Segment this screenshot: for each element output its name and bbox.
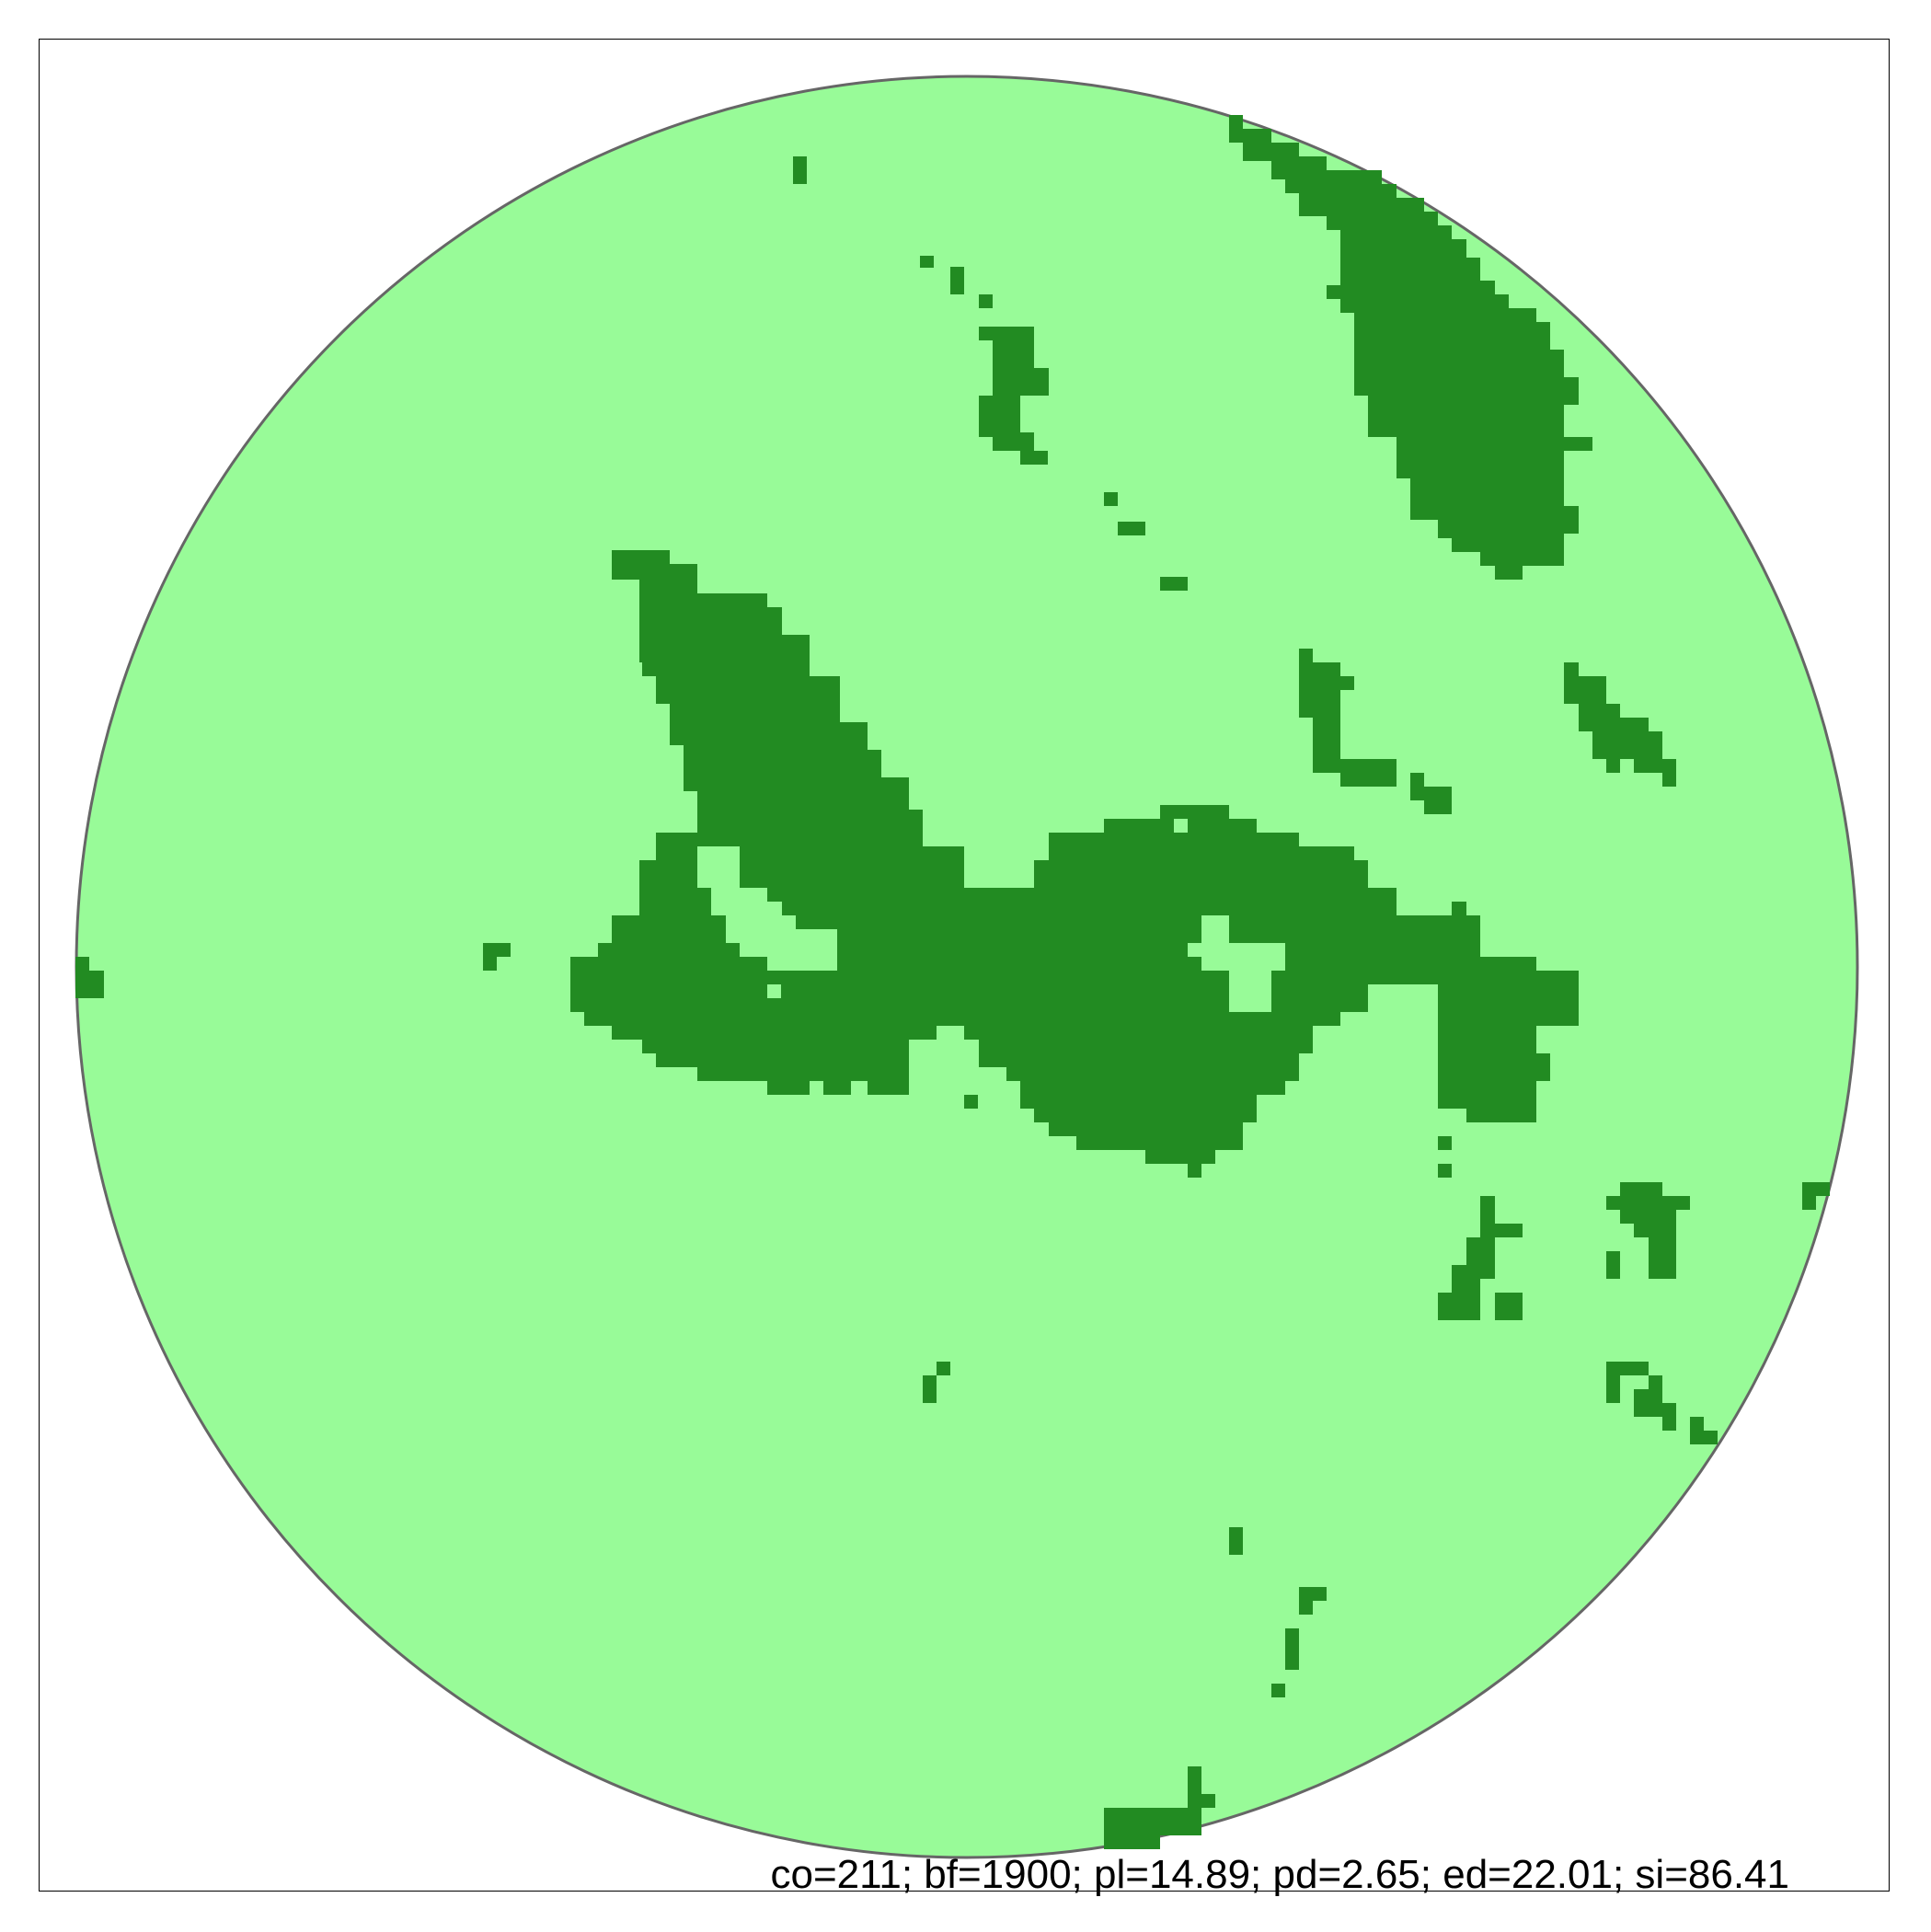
east-dot-patch [1410, 773, 1452, 814]
east-l-patch [1299, 649, 1397, 787]
ring-patch [1606, 1362, 1676, 1417]
south-dash-a [1229, 1527, 1243, 1555]
center-dot-a [964, 1095, 978, 1109]
southeast-patch-a [1438, 1196, 1523, 1320]
southeast-patch-c [1606, 1182, 1690, 1279]
south-dot [1271, 1684, 1285, 1697]
mid-dot-b [1118, 522, 1145, 535]
patch-hole-dot [767, 984, 781, 998]
southeast-edge-patch [1690, 1417, 1718, 1444]
north-dash-patch [950, 267, 993, 308]
mid-dot-c [1160, 577, 1188, 591]
mid-dot-a [1104, 492, 1118, 506]
central-patch [570, 550, 1579, 1178]
north-streak-tail [1034, 451, 1048, 465]
plot-frame [39, 39, 1890, 1892]
west-dot-patch [483, 943, 511, 957]
west-edge-patch [75, 957, 104, 998]
east-edge-patch-b [1802, 1196, 1816, 1210]
ring-dot [1662, 1417, 1676, 1431]
stats-caption: co=211; bf=1900; pl=14.89; pd=2.65; ed=2… [770, 1852, 1789, 1897]
patch-holes [697, 819, 1285, 1012]
center-dot-b [1438, 1136, 1452, 1150]
forest-patches-small [75, 115, 1830, 1849]
south-mid-dot [923, 1362, 950, 1403]
north-dot-a [920, 256, 934, 268]
southeast-patch-b [1495, 1293, 1523, 1320]
south-dash-b [1299, 1587, 1327, 1615]
south-dash-c [1285, 1628, 1299, 1670]
far-east-patch [1564, 662, 1676, 787]
north-streak-patch [979, 327, 1049, 465]
center-dot-c [1438, 1164, 1452, 1178]
southeast-patch-d [1606, 1251, 1620, 1279]
east-edge-patch [1802, 1182, 1830, 1196]
patch-hole-left [697, 846, 837, 971]
forest-patches [570, 550, 1579, 1178]
patch-hole-small [1174, 819, 1188, 833]
west-dot-patch-b [483, 957, 497, 971]
north-dot-b [793, 156, 807, 184]
patch-hole-right [1188, 915, 1285, 1012]
northeast-patch [1229, 115, 1592, 580]
south-edge-patch [1104, 1766, 1229, 1849]
